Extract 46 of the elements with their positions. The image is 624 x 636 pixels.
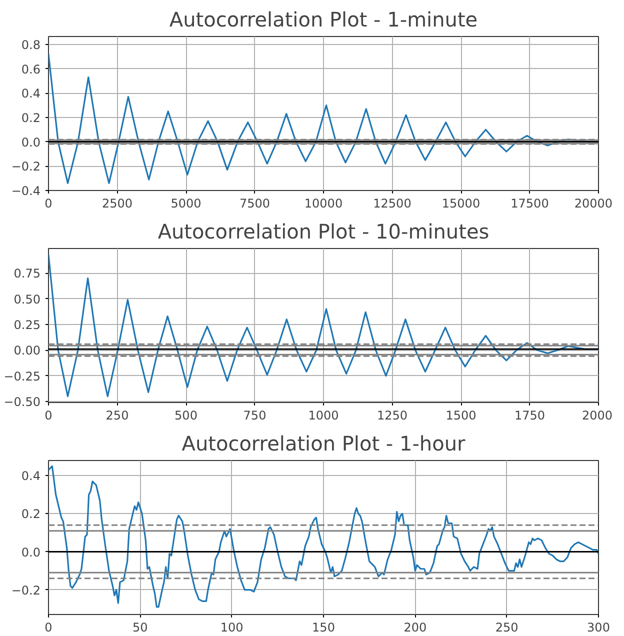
x-tick-label: 250	[106, 408, 129, 422]
chart-title: Autocorrelation Plot - 1-hour	[182, 432, 466, 456]
x-tick-label: 2500	[102, 196, 133, 210]
x-tick-label: 150	[312, 620, 335, 634]
y-tick-label: 0.2	[21, 110, 41, 125]
x-tick-label: 200	[404, 620, 427, 634]
y-tick-label: 0.75	[14, 266, 40, 281]
x-tick-label: 0	[44, 620, 52, 634]
y-tick-label: 0.2	[21, 507, 41, 522]
y-tick-label: −0.4	[11, 184, 40, 198]
y-tick-label: −0.2	[11, 583, 40, 598]
x-tick-label: 100	[220, 620, 244, 634]
x-tick-label: 0	[44, 408, 52, 422]
y-tick-label: 0.0	[21, 135, 41, 150]
x-tick-label: 15000	[442, 196, 480, 210]
x-tick-label: 1750	[514, 408, 546, 422]
x-tick-label: 500	[174, 408, 198, 422]
x-tick-label: 7500	[239, 196, 270, 210]
y-tick-label: 0.8	[21, 38, 41, 52]
x-tick-label: 300	[587, 620, 610, 634]
y-tick-label: 0.00	[14, 344, 40, 358]
x-tick-label: 50	[132, 620, 148, 634]
x-tick-label: 750	[243, 408, 266, 422]
x-tick-label: 20000	[574, 196, 613, 210]
x-tick-label: 5000	[170, 196, 202, 210]
x-tick-label: 10000	[304, 196, 343, 210]
line-series	[48, 465, 598, 608]
y-tick-label: −0.50	[4, 394, 41, 409]
x-tick-label: 12500	[373, 196, 412, 210]
x-tick-label: 0	[44, 196, 52, 210]
y-tick-label: 0.4	[21, 86, 41, 101]
x-tick-label: 1250	[376, 408, 408, 422]
y-tick-label: 0.25	[14, 318, 40, 332]
y-tick-label: 0.6	[21, 62, 41, 76]
y-tick-label: −0.25	[4, 369, 41, 384]
x-tick-label: 1000	[308, 408, 339, 422]
y-tick-label: 0.4	[21, 469, 41, 484]
chart-title: Autocorrelation Plot - 1-minute	[169, 8, 478, 32]
chart-title: Autocorrelation Plot - 10-minutes	[158, 220, 490, 244]
x-tick-label: 1500	[446, 408, 476, 422]
y-tick-label: −0.2	[11, 160, 40, 174]
y-tick-label: 0.50	[14, 292, 40, 306]
x-tick-label: 17500	[510, 196, 549, 210]
x-tick-label: 250	[495, 620, 518, 634]
y-tick-label: 0.0	[21, 545, 41, 560]
x-tick-label: 2000	[582, 408, 613, 422]
